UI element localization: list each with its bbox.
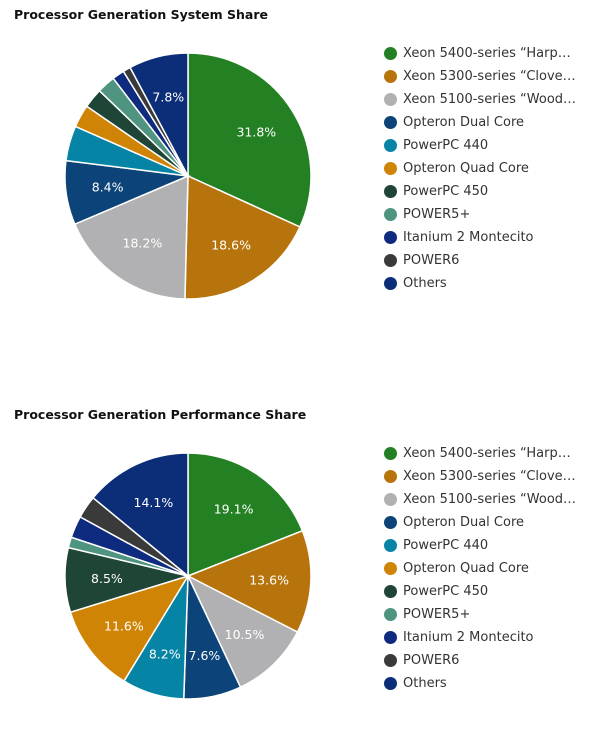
legend-label: POWER5+: [403, 207, 471, 222]
chart-title: Processor Generation Performance Share: [14, 407, 307, 422]
legend: Xeon 5400-series “Harper... Xeon 5300-ser…: [384, 42, 578, 295]
legend-swatch: [384, 116, 397, 129]
legend-label: PowerPC 450: [403, 584, 489, 599]
legend-swatch: [384, 562, 397, 575]
legend-swatch: [384, 93, 397, 106]
legend-label: Opteron Quad Core: [403, 161, 529, 176]
legend-item[interactable]: Opteron Quad Core: [384, 157, 578, 180]
slice-data-label: 8.2%: [149, 646, 181, 661]
legend-item[interactable]: Xeon 5100-series “Woodcr...: [384, 88, 578, 111]
slice-data-label: 14.1%: [134, 495, 174, 510]
legend-swatch: [384, 231, 397, 244]
legend-item[interactable]: Opteron Dual Core: [384, 511, 578, 534]
legend-swatch: [384, 654, 397, 667]
legend-swatch: [384, 162, 397, 175]
legend-item[interactable]: Others: [384, 272, 578, 295]
legend-label: POWER6: [403, 253, 460, 268]
slice-data-label: 31.8%: [236, 125, 276, 140]
legend-label: Opteron Dual Core: [403, 115, 525, 130]
slice-data-label: 10.5%: [225, 627, 265, 642]
legend-item[interactable]: Xeon 5100-series “Woodcr...: [384, 488, 578, 511]
legend-label: Xeon 5100-series “Woodcr...: [403, 492, 578, 507]
pie-chart: 19.1% 13.6% 10.5% 7.6% 8.2% 11.6% 8.5% 14.1%: [64, 452, 312, 700]
legend-label: Others: [403, 676, 447, 691]
legend-label: Xeon 5300-series “Clovert...: [403, 469, 578, 484]
pie-slice: [187, 452, 304, 578]
legend-label: Others: [403, 276, 447, 291]
pie-slice: [184, 174, 301, 300]
legend-swatch: [384, 70, 397, 83]
legend-label: Xeon 5400-series “Harper...: [403, 46, 578, 61]
legend-swatch: [384, 539, 397, 552]
legend-swatch: [384, 677, 397, 690]
legend-swatch: [384, 516, 397, 529]
legend-swatch: [384, 208, 397, 221]
legend-swatch: [384, 470, 397, 483]
legend-swatch: [384, 277, 397, 290]
legend-swatch: [384, 493, 397, 506]
pie-slice: [186, 574, 299, 689]
legend-item[interactable]: POWER5+: [384, 203, 578, 226]
legend-label: POWER5+: [403, 607, 471, 622]
legend-item[interactable]: Itanium 2 Montecito: [384, 626, 578, 649]
chart-title: Processor Generation System Share: [14, 7, 268, 22]
legend-label: PowerPC 450: [403, 184, 489, 199]
legend-swatch: [384, 631, 397, 644]
legend-swatch: [384, 185, 397, 198]
slice-data-label: 8.5%: [91, 571, 123, 586]
legend-label: Xeon 5100-series “Woodcr...: [403, 92, 578, 107]
legend-item[interactable]: Opteron Quad Core: [384, 557, 578, 580]
legend-label: PowerPC 440: [403, 138, 489, 153]
legend-item[interactable]: POWER5+: [384, 603, 578, 626]
slice-data-label: 8.4%: [92, 180, 124, 195]
legend-swatch: [384, 139, 397, 152]
legend-swatch: [384, 47, 397, 60]
legend-swatch: [384, 447, 397, 460]
pie-slice: [73, 174, 189, 300]
legend-label: PowerPC 440: [403, 538, 489, 553]
legend-label: Itanium 2 Montecito: [403, 630, 534, 645]
legend-item[interactable]: Xeon 5400-series “Harper...: [384, 42, 578, 65]
pie-slice: [92, 452, 189, 578]
legend: Xeon 5400-series “Harper... Xeon 5300-ser…: [384, 442, 578, 695]
legend-swatch: [384, 585, 397, 598]
legend-label: Opteron Quad Core: [403, 561, 529, 576]
legend-label: Xeon 5400-series “Harper...: [403, 446, 578, 461]
slice-data-label: 19.1%: [214, 501, 254, 516]
legend-item[interactable]: PowerPC 450: [384, 580, 578, 603]
legend-item[interactable]: Opteron Dual Core: [384, 111, 578, 134]
pie-slice: [129, 52, 189, 177]
slice-data-label: 18.6%: [211, 237, 251, 252]
legend-item[interactable]: Itanium 2 Montecito: [384, 226, 578, 249]
legend-item[interactable]: POWER6: [384, 649, 578, 672]
legend-label: Xeon 5300-series “Clovert...: [403, 69, 578, 84]
pie-slice: [69, 574, 190, 683]
legend-item[interactable]: Xeon 5300-series “Clovert...: [384, 65, 578, 88]
system-share-chart: Processor Generation System Share 31.8% 1…: [0, 0, 599, 340]
slice-data-label: 13.6%: [249, 572, 289, 587]
legend-label: Opteron Dual Core: [403, 515, 525, 530]
legend-label: Itanium 2 Montecito: [403, 230, 534, 245]
legend-swatch: [384, 608, 397, 621]
legend-item[interactable]: Xeon 5400-series “Harper...: [384, 442, 578, 465]
legend-item[interactable]: Xeon 5300-series “Clovert...: [384, 465, 578, 488]
legend-item[interactable]: PowerPC 450: [384, 180, 578, 203]
performance-share-chart: Processor Generation Performance Share 1…: [0, 400, 599, 740]
legend-item[interactable]: PowerPC 440: [384, 134, 578, 157]
slice-data-label: 11.6%: [104, 618, 144, 633]
pie-slice: [187, 52, 312, 228]
slice-data-label: 18.2%: [123, 236, 163, 251]
pie-chart: 31.8% 18.6% 18.2% 8.4% 7.8%: [64, 52, 312, 300]
legend-label: POWER6: [403, 653, 460, 668]
pie-slice: [186, 529, 312, 634]
slice-data-label: 7.8%: [152, 90, 184, 105]
legend-swatch: [384, 254, 397, 267]
slice-data-label: 7.6%: [189, 648, 221, 663]
legend-item[interactable]: Others: [384, 672, 578, 695]
legend-item[interactable]: POWER6: [384, 249, 578, 272]
legend-item[interactable]: PowerPC 440: [384, 534, 578, 557]
